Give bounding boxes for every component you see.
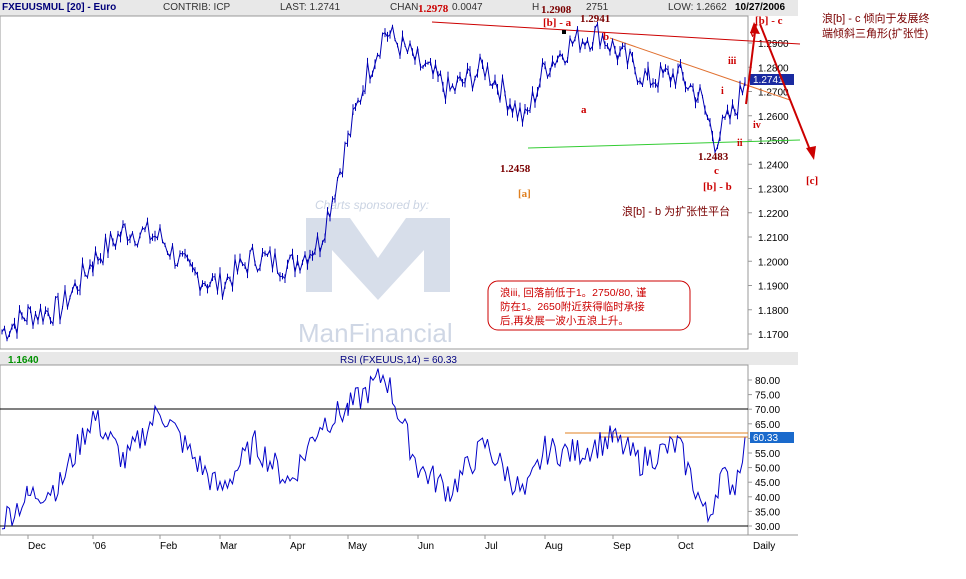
price-tick-label: 1.2300 xyxy=(758,185,789,196)
x-tick-label: Mar xyxy=(220,541,238,552)
wave-b-b-label: [b] - b xyxy=(703,181,732,193)
wave-b-a-label: [b] - a xyxy=(543,17,572,29)
wave-a-label: [a] xyxy=(518,188,531,200)
x-tick-label: Oct xyxy=(678,541,694,552)
rsi-tick-label: 75.00 xyxy=(755,391,780,402)
price-tick-label: 1.1900 xyxy=(758,282,789,293)
rsi-tick-label: 45.00 xyxy=(755,478,780,489)
x-tick-label: '06 xyxy=(93,541,106,552)
small-c-label: c xyxy=(714,165,719,177)
price-tick-label: 1.2400 xyxy=(758,160,789,171)
last-label: LAST: 1.2741 xyxy=(280,2,341,13)
rsi-tick-label: 50.00 xyxy=(755,464,780,475)
brand-text: ManFinancial xyxy=(298,318,453,348)
rsi-tick-label: 35.00 xyxy=(755,507,780,518)
roman-iv-label: iv xyxy=(753,120,761,131)
period-label: Daily xyxy=(753,541,775,552)
right-note-line-1: 浪[b] - c 倾向于发展终 xyxy=(822,11,930,25)
last-rsi-box xyxy=(750,432,794,443)
low-1-label: 1.2458 xyxy=(500,163,531,175)
x-tick-label: Aug xyxy=(545,541,563,552)
comment-line-1: 浪iii, 回落前低于1。2750/80, 谨 xyxy=(500,286,647,299)
roman-v-label: v xyxy=(750,29,755,40)
rsi-title: RSI (FXEUUS,14) = 60.33 xyxy=(340,355,457,366)
manfinancial-logo-icon xyxy=(306,218,450,300)
inner-trendline xyxy=(609,37,791,101)
arrow-line-2 xyxy=(759,23,813,156)
comment-box xyxy=(487,280,691,331)
peak-marker-icon xyxy=(562,30,566,34)
comment-line-3: 后,再发展一波小五浪上升。 xyxy=(500,314,629,327)
rsi-tick-label: 55.00 xyxy=(755,449,780,460)
price-tick-label: 1.2900 xyxy=(758,39,789,50)
last-price-label: 1.2741 xyxy=(753,75,784,86)
low-2-label: 1.2483 xyxy=(698,151,729,163)
symbol-title: FXEUUSMUL [20] - Euro xyxy=(2,2,117,13)
price-tick-label: 1.2800 xyxy=(758,63,789,74)
price-tick-label: 1.2100 xyxy=(758,233,789,244)
watermark: Charts sponsored by: ManFinancial xyxy=(298,198,453,348)
high-2-label: 1.2908 xyxy=(541,4,572,16)
price-tick-label: 1.2200 xyxy=(758,209,789,220)
comment-line-2: 防在1。2650附近获得临时承接 xyxy=(500,300,645,313)
price-tick-label: 1.2500 xyxy=(758,136,789,147)
wave-c-label: [c] xyxy=(806,175,818,187)
arrow-line-1 xyxy=(745,23,757,105)
rsi-series xyxy=(1,368,746,530)
wave-b-c-label: [b] - c xyxy=(755,15,783,27)
chart-header: FXEUUSMUL [20] - Euro CONTRIB: ICP LAST:… xyxy=(0,0,798,16)
small-b-label: b xyxy=(603,31,609,43)
rsi-tick-label: 40.00 xyxy=(755,493,780,504)
lower-trendline xyxy=(527,139,801,149)
rsi-y-ticks: 80.0075.0070.0065.0060.0055.0050.0045.00… xyxy=(748,376,780,533)
arrow-head-up-icon xyxy=(750,22,760,34)
high-value: 2751 xyxy=(586,2,609,13)
low-label: LOW: 1.2662 xyxy=(668,2,727,13)
x-tick-label: Feb xyxy=(160,541,178,552)
contrib-label: CONTRIB: ICP xyxy=(163,2,231,13)
high-label: H xyxy=(532,2,540,13)
roman-i-label: i xyxy=(721,86,724,97)
x-tick-label: Jun xyxy=(418,541,434,552)
price-tick-label: 1.1700 xyxy=(758,330,789,341)
rsi-tick-label: 30.00 xyxy=(755,522,780,533)
price-tick-label: 1.2000 xyxy=(758,257,789,268)
price-tick-label: 1.2600 xyxy=(758,112,789,123)
roman-iii-label: iii xyxy=(728,56,737,67)
chart-date: 10/27/2006 xyxy=(735,2,786,13)
rsi-label-bar xyxy=(0,352,798,365)
rsi-tick-label: 80.00 xyxy=(755,376,780,387)
rsi-tick-label: 65.00 xyxy=(755,420,780,431)
rsi-panel-frame xyxy=(0,364,749,536)
x-tick-label: Jul xyxy=(485,541,498,552)
small-a-label: a xyxy=(581,104,587,116)
price-tick-label: 1.2700 xyxy=(758,88,789,99)
x-tick-label: Sep xyxy=(613,541,631,552)
price-bottom-value: 1.1640 xyxy=(8,355,39,366)
price-bars xyxy=(1,22,746,342)
price-y-ticks: 1.2900 1.2800 1.2700 1.2600 1.2500 1.2400 1.23… xyxy=(748,39,789,341)
sponsor-text: Charts sponsored by: xyxy=(315,198,429,212)
x-axis-labels: Dec '06 Feb Mar Apr May Jun Jul Aug Sep Oct Daily xyxy=(27,535,775,552)
arrow-head-down-icon xyxy=(806,146,816,160)
x-tick-label: Apr xyxy=(290,541,306,552)
x-tick-label: May xyxy=(348,541,367,552)
right-note-line-2: 端倾斜三角形(扩张性) xyxy=(822,26,928,40)
price-tick-label: 1.1800 xyxy=(758,306,789,317)
change-value: 0.0047 xyxy=(452,2,483,13)
high-1-label: 1.2978 xyxy=(418,3,449,15)
upper-trendline xyxy=(431,21,801,45)
high-3-label: 1.2941 xyxy=(580,13,610,25)
last-rsi-label: 60.33 xyxy=(753,433,778,444)
x-tick-label: Dec xyxy=(28,541,46,552)
platform-note: 浪[b] - b 为扩张性平台 xyxy=(622,204,730,218)
last-price-box xyxy=(750,74,794,85)
rsi-tick-label: 70.00 xyxy=(755,405,780,416)
change-label: CHAN xyxy=(390,2,419,13)
roman-ii-label: ii xyxy=(737,138,743,149)
